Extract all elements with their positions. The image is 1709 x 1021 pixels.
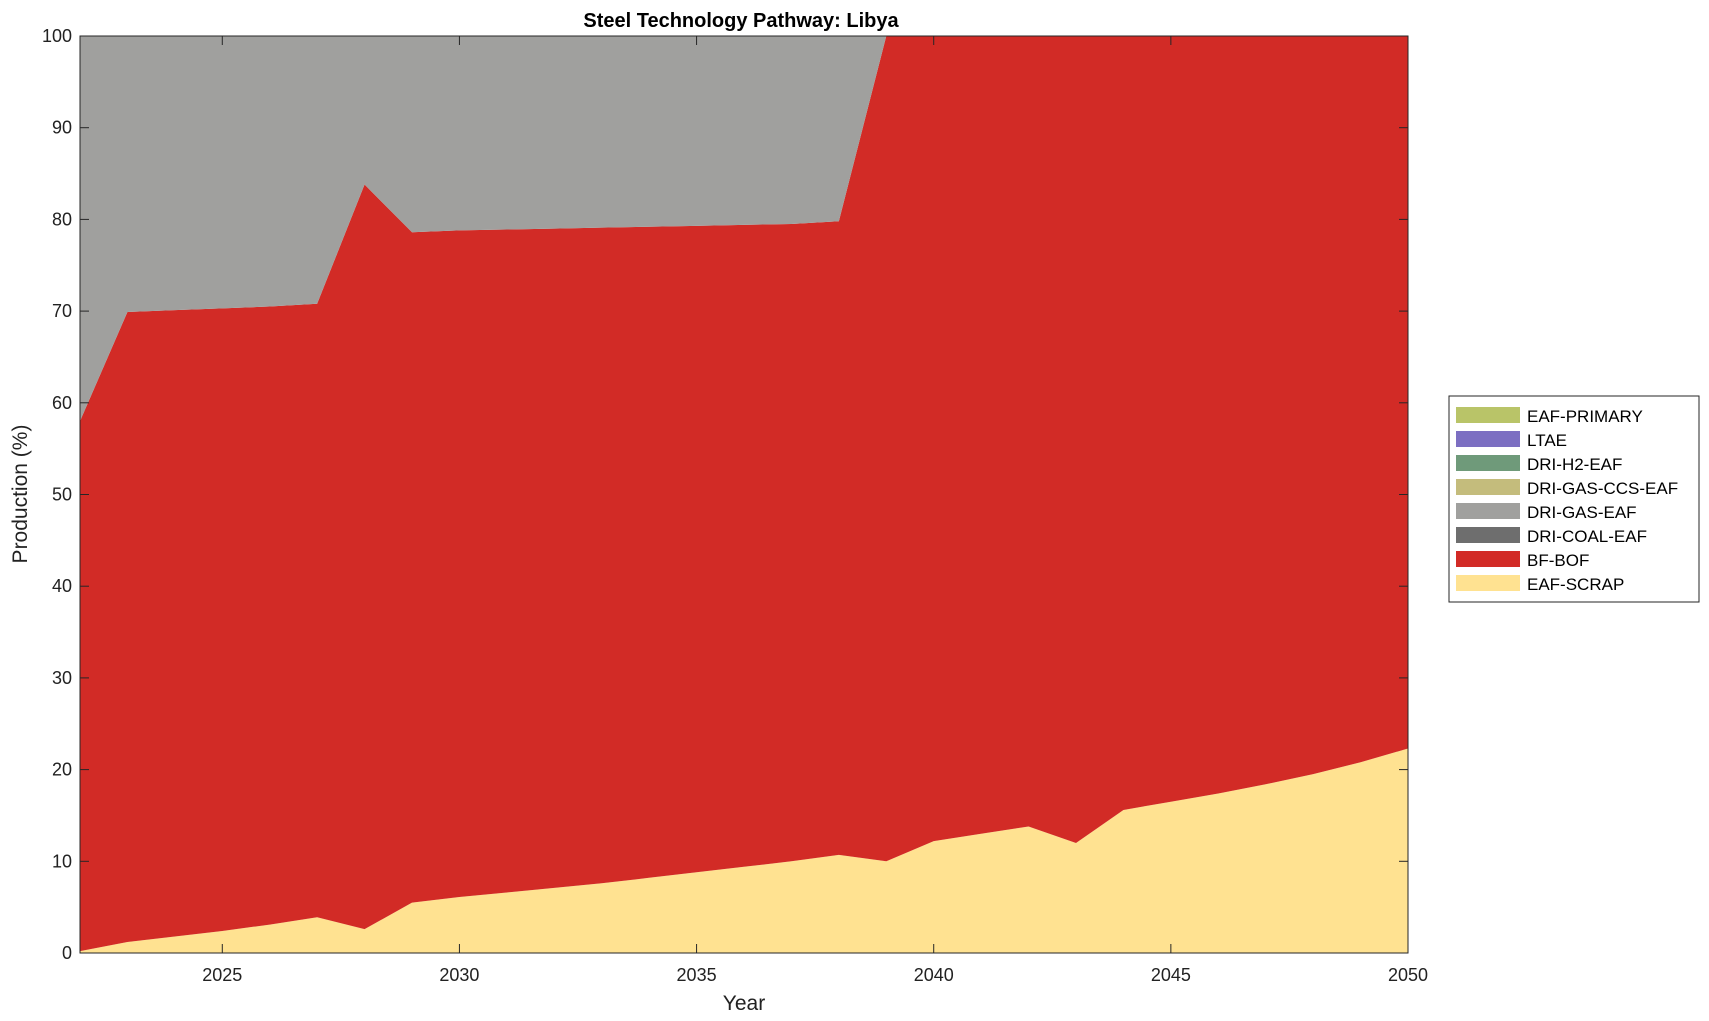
legend: EAF-PRIMARY LTAE DRI-H2-EAF DRI-GAS-CCS-EAF… — [1448, 395, 1700, 603]
legend-box — [1448, 395, 1700, 603]
y-tick-label-60: 60 — [52, 393, 72, 413]
legend-swatch-ltae — [1456, 431, 1520, 447]
area-eaf-scrap — [80, 748, 1408, 953]
legend-label-dri-h2-eaf: DRI-H2-EAF — [1527, 455, 1622, 474]
y-tick-label-90: 90 — [52, 118, 72, 138]
legend-label-ltae: LTAE — [1527, 431, 1567, 450]
legend-label-dri-gas-eaf: DRI-GAS-EAF — [1527, 503, 1637, 522]
y-tick-label-0: 0 — [62, 943, 72, 963]
y-tick-label-10: 10 — [52, 851, 72, 871]
y-tick-label-80: 80 — [52, 209, 72, 229]
legend-label-dri-gas-ccs-eaf: DRI-GAS-CCS-EAF — [1527, 479, 1678, 498]
x-tick-label-2025: 2025 — [202, 965, 242, 985]
x-tick-label-2040: 2040 — [914, 965, 954, 985]
area-bf-bof — [80, 36, 1408, 952]
area-dri-gas-eaf — [80, 36, 1408, 422]
legend-swatch-dri-h2-eaf — [1456, 455, 1520, 471]
legend-label-dri-coal-eaf: DRI-COAL-EAF — [1527, 527, 1647, 546]
y-axis-label: Production (%) — [9, 425, 32, 564]
x-tick-label-2050: 2050 — [1388, 965, 1428, 985]
y-tick-label-100: 100 — [42, 26, 72, 46]
legend-swatch-eaf-primary — [1456, 407, 1520, 423]
legend-label-eaf-scrap: EAF-SCRAP — [1527, 575, 1624, 594]
y-tick-label-70: 70 — [52, 301, 72, 321]
legend-label-bf-bof: BF-BOF — [1527, 551, 1589, 570]
y-axis: 0 10 20 30 40 50 60 70 80 90 100 — [42, 26, 1408, 963]
legend-swatch-dri-coal-eaf — [1456, 527, 1520, 543]
x-tick-label-2035: 2035 — [677, 965, 717, 985]
chart-title: Steel Technology Pathway: Libya — [583, 10, 899, 32]
legend-swatch-dri-gas-eaf — [1456, 503, 1520, 519]
legend-swatch-dri-gas-ccs-eaf — [1456, 479, 1520, 495]
y-tick-label-30: 30 — [52, 668, 72, 688]
y-tick-label-40: 40 — [52, 576, 72, 596]
legend-swatch-eaf-scrap — [1456, 575, 1520, 591]
legend-label-eaf-primary: EAF-PRIMARY — [1527, 407, 1643, 426]
x-tick-label-2030: 2030 — [439, 965, 479, 985]
x-axis: 2025 2030 2035 2040 2045 2050 — [202, 36, 1428, 985]
legend-swatch-bf-bof — [1456, 551, 1520, 567]
area-layers — [80, 36, 1408, 953]
x-tick-label-2045: 2045 — [1151, 965, 1191, 985]
y-tick-label-20: 20 — [52, 760, 72, 780]
y-tick-label-50: 50 — [52, 485, 72, 505]
x-axis-label: Year — [723, 992, 765, 1015]
